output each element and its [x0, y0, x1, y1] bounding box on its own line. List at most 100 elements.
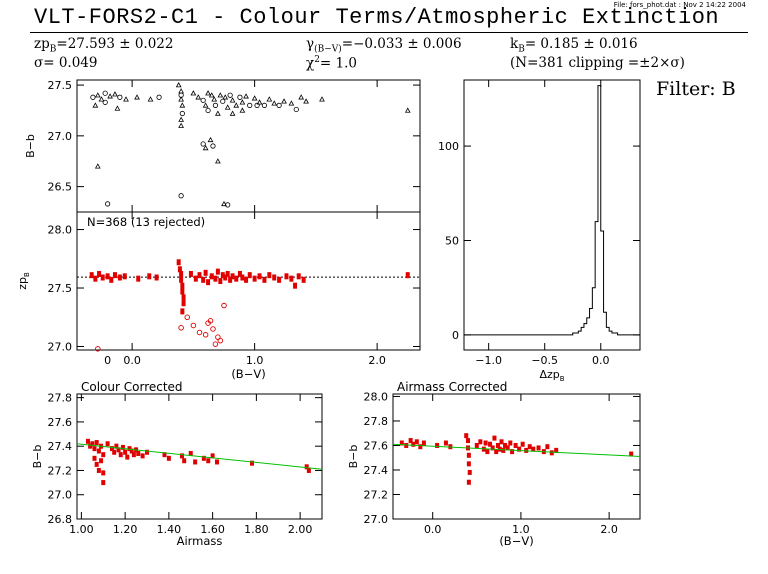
raw-point — [210, 143, 216, 149]
raw-point — [207, 136, 214, 143]
zp-point — [100, 274, 105, 281]
n-clipping-note: (N=381 clipping =±2×σ) — [510, 55, 685, 71]
zp-residual-ytick-label: 28.0 — [48, 224, 73, 237]
zp-point — [257, 273, 262, 280]
raw-point — [90, 94, 96, 100]
airmass-corrected-point — [466, 479, 471, 485]
gamma-sub: (B−V) — [314, 44, 342, 55]
raw-point — [237, 94, 243, 100]
zp-rejected-point — [217, 337, 224, 344]
colour-corrected-point — [215, 459, 219, 465]
airmass-corrected-point — [466, 461, 471, 467]
airmass-corrected-point — [478, 439, 483, 445]
chi-symbol: χ — [306, 55, 315, 72]
zp-point — [201, 276, 206, 283]
colour-corrected-point — [94, 440, 99, 446]
zp-point — [93, 275, 98, 282]
airmass-corrected-ytick-label: 27.4 — [364, 464, 389, 477]
airmass-corrected-title: Airmass Corrected — [397, 380, 507, 394]
raw-point — [178, 116, 185, 122]
colour-corrected-point — [136, 450, 141, 456]
colour-corrected-point — [250, 460, 254, 466]
zp-point — [215, 268, 220, 275]
airmass-corrected-point — [485, 449, 490, 455]
colour-corrected-point — [125, 454, 130, 460]
colour-raw-frame — [76, 79, 421, 213]
colour-corrected-point — [88, 443, 93, 449]
zp-point — [188, 270, 193, 277]
raw-point — [175, 82, 182, 88]
zp-rejected-point — [212, 341, 219, 347]
histogram-frame — [463, 79, 641, 351]
raw-point — [112, 91, 118, 97]
airmass-corrected-point — [435, 442, 440, 448]
raw-point — [205, 107, 211, 114]
raw-point — [102, 99, 108, 105]
airmass-corrected-point — [501, 447, 506, 453]
zp-point — [228, 276, 233, 283]
colour-corrected-point — [96, 448, 101, 454]
colour-corrected-point — [162, 452, 167, 458]
colour-corrected-xtick-label: 2.00 — [288, 523, 313, 536]
zp-point — [97, 270, 102, 277]
zp-point — [223, 274, 228, 281]
zp-rejected-point — [202, 332, 209, 338]
k-sub: B — [518, 44, 525, 55]
raw-point — [303, 98, 309, 104]
raw-point — [114, 105, 121, 111]
chi-stat: χ2= 1.0 — [306, 55, 357, 72]
airmass-corrected-point — [545, 444, 550, 450]
colour-corrected-fit-line — [76, 443, 323, 470]
zp-point — [117, 274, 122, 281]
colour-corrected-point — [96, 467, 101, 473]
colour-corrected-point — [123, 449, 128, 455]
raw-point — [98, 96, 105, 102]
zp-point — [296, 273, 301, 280]
colour-corrected-point — [206, 458, 211, 464]
raw-point — [202, 102, 209, 108]
airmass-corrected-ytick-label: 27.6 — [364, 439, 389, 452]
zp-point — [209, 273, 214, 280]
colour-corrected-point — [131, 452, 136, 458]
zp-annotation: N=368 (13 rejected) — [87, 215, 205, 229]
gamma-value: =−0.033 ± 0.006 — [341, 36, 462, 52]
colour-corrected-point — [90, 441, 95, 447]
zp-residual-ylabel-sub: B — [23, 272, 31, 277]
colour-corrected-point — [116, 447, 121, 453]
airmass-corrected-xtick-label: 1.0 — [512, 523, 530, 536]
colour-raw-ylabel: B−b — [24, 134, 37, 158]
airmass-corrected-point — [404, 442, 409, 448]
colour-corrected-point — [99, 458, 104, 464]
zp-point — [203, 269, 208, 276]
raw-point — [222, 94, 229, 100]
airmass-corrected-point — [495, 442, 500, 448]
zp-point — [277, 276, 282, 283]
airmass-corrected-point — [418, 444, 423, 450]
zp-rejected-point — [207, 318, 214, 324]
colour-corrected-point — [110, 446, 114, 452]
raw-point — [178, 193, 184, 199]
raw-point — [229, 97, 236, 103]
raw-point — [208, 92, 215, 98]
colour-raw-ytick-label: 26.5 — [48, 181, 73, 194]
airmass-corrected-ytick-label: 27.8 — [364, 415, 389, 428]
zp-point — [109, 276, 114, 283]
zp-symbol: zp — [34, 36, 50, 52]
raw-point — [92, 102, 99, 108]
colour-corrected-point — [210, 453, 215, 459]
colour-corrected-title: Colour Corrected — [81, 380, 183, 394]
zp-point — [105, 273, 110, 280]
raw-point — [214, 158, 221, 164]
colour-corrected-ytick-label: 26.8 — [48, 513, 73, 526]
colour-corrected-xtick-label: 1.40 — [157, 523, 182, 536]
histogram-ytick-label: 0 — [452, 329, 459, 342]
raw-point — [261, 102, 268, 108]
airmass-corrected-point — [488, 441, 493, 447]
zp-point — [180, 308, 185, 315]
raw-point — [94, 92, 101, 98]
zp-rejected-point — [178, 325, 184, 331]
airmass-corrected-point — [503, 442, 508, 448]
airmass-corrected-point — [510, 449, 515, 455]
colour-corrected-ytick-label: 27.0 — [48, 489, 73, 502]
zp-point — [230, 273, 235, 280]
